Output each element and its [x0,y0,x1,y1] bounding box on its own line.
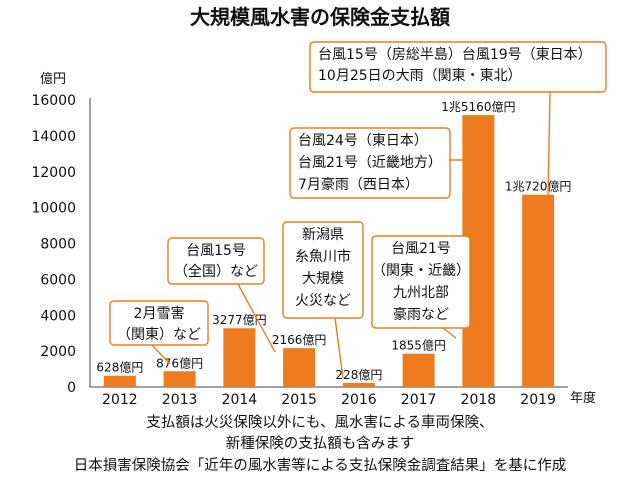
annotation-callout: 2月雪害 （関東）など [109,300,209,365]
y-tick-label: 14000 [31,129,76,145]
callout-text: 台風24号（東日本） [298,133,428,149]
footnote-3: 日本損害保険協会「近年の風水害等による支払保険金調査結果」を基に作成 [74,456,567,474]
y-tick-label: 0 [67,380,76,396]
data-label: 1855億円 [391,339,446,353]
callout-pointer [151,344,171,365]
callout-box [309,41,607,93]
y-tick-label: 4000 [40,308,76,324]
callout-text: 豪雨など [393,307,449,323]
x-tick-label: 2016 [341,392,377,408]
footnote-2: 新種保険の支払額も含みます [226,435,415,452]
bar [223,328,256,387]
x-tick-label: 2015 [281,392,317,408]
y-tick-label: 2000 [40,344,76,360]
data-label: 1兆720億円 [505,180,572,194]
x-tick-labels: 2012 2013 2014 2015 2016 2017 2018 2019 [102,392,556,408]
callout-box [109,300,209,346]
callout-pointer [442,327,457,339]
data-label: 3277億円 [212,313,267,327]
x-tick-label: 2014 [222,392,258,408]
callout-pointer [547,91,551,197]
y-tick-label: 12000 [31,165,76,181]
y-tick-labels: 0 2000 4000 6000 8000 10000 12000 14000 16000 [31,93,76,396]
callout-text: （関東・近畿） [372,263,470,279]
y-tick-label: 10000 [31,201,76,217]
x-tick-label: 2017 [401,392,437,408]
annotation-callout: 台風15号（房総半島）台風19号（東日本） 10月25日の大雨（関東・東北） [309,41,607,197]
x-tick-label: 2012 [102,392,138,408]
callout-text: 火災など [295,293,351,309]
callout-text: 2月雪害 [134,306,185,322]
callout-text: （関東）など [117,327,201,343]
callout-text: 大規模 [302,271,344,287]
bar [283,348,316,387]
annotation-callout: 台風15号 （全国）など [167,237,276,353]
annotation-callout: 台風24号（東日本） 台風21号（近畿地方） 7月豪雨（西日本） [289,127,480,199]
x-tick-label: 2013 [162,392,198,408]
data-label: 2166億円 [272,333,327,347]
callout-box [289,127,451,199]
x-axis-unit: 年度 [570,390,596,406]
y-tick-label: 6000 [40,272,76,288]
callout-text: 台風21号（近畿地方） [298,155,442,171]
x-tick-label: 2018 [461,392,497,408]
bar [163,371,196,387]
bar [522,194,555,387]
x-tick-label: 2019 [520,392,556,408]
data-label: 1兆5160億円 [441,100,515,114]
callout-pointer [237,283,276,353]
bar [342,382,375,387]
callout-text: 新潟県 [302,227,344,243]
callout-pointer [334,317,344,379]
callout-box [371,235,471,329]
y-tick-label: 16000 [31,93,76,109]
callout-text: 10月25日の大雨（関東・東北） [318,68,522,84]
callout-text: 台風15号（房総半島）台風19号（東日本） [318,47,592,63]
y-tick-label: 8000 [40,237,76,253]
callout-text: （全国）など [174,263,258,280]
callout-box [167,237,265,285]
callout-text: 糸魚川市 [295,248,351,265]
callout-box [282,221,364,319]
footnote-1: 支払額は火災保険以外にも、風水害による車両保険、 [146,414,493,431]
callout-text: 九州北部 [393,285,449,301]
annotation-callouts: 2月雪害（関東）など台風15号（全国）など新潟県糸魚川市大規模火災など台風21号… [109,41,607,379]
data-labels: 628億円 876億円 3277億円 2166億円 228億円 1855億円 1兆5160億… [96,100,571,382]
bar [402,353,435,387]
chart-title: 大規模風水害の保険金支払額 [190,5,450,29]
data-label: 876億円 [156,356,203,370]
data-label: 228億円 [335,368,382,382]
callout-text: 台風21号 [391,241,451,257]
data-label: 628億円 [96,361,143,375]
bar [103,375,136,387]
callout-text: 台風15号 [186,243,246,259]
y-axis-unit: 億円 [40,71,66,87]
callout-text: 7月豪雨（西日本） [298,177,419,193]
